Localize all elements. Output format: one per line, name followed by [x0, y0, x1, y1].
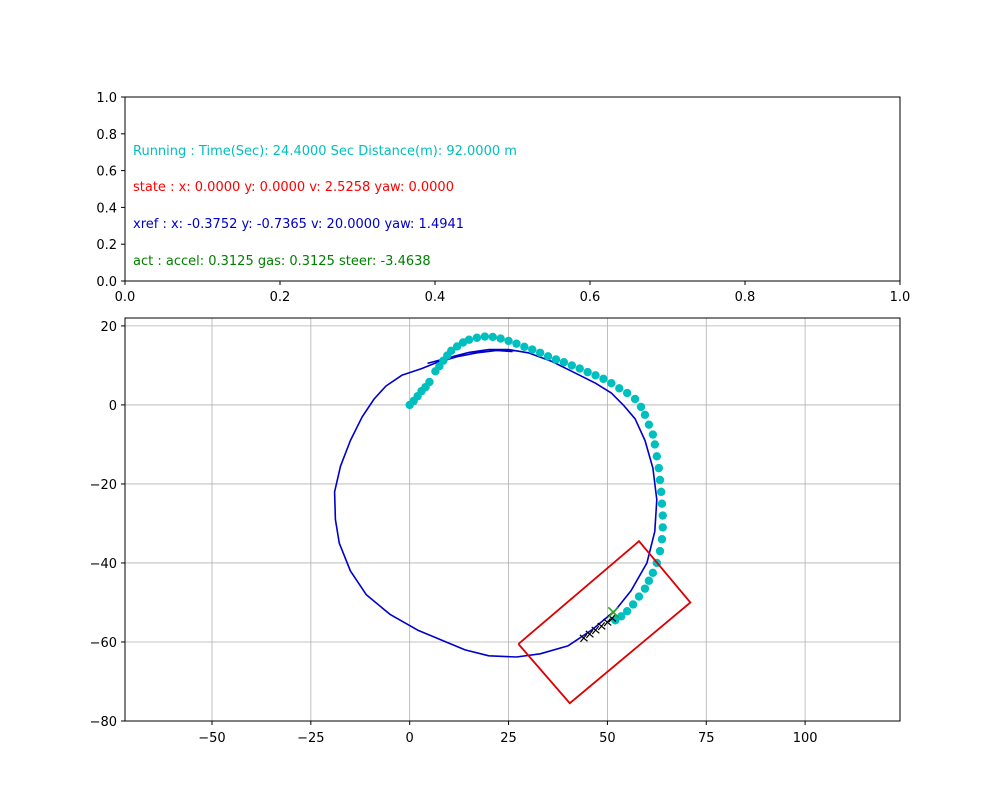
driven-trajectory-point: [617, 612, 626, 621]
status-x-tick-label: 0.2: [270, 290, 291, 305]
status-x-tick-label: 0.8: [735, 290, 756, 305]
trajectory-x-tick-label: 50: [599, 731, 616, 746]
status-y-tick-label: 0.8: [96, 128, 117, 143]
status-text-layer: Running : Time(Sec): 24.4000 Sec Distanc…: [133, 144, 517, 269]
driven-trajectory-point: [654, 463, 664, 473]
driven-trajectory-point: [652, 452, 662, 461]
trajectory-y-tick-label: 20: [100, 320, 117, 335]
driven-trajectory-point: [615, 384, 624, 393]
status-act-line: act : accel: 0.3125 gas: 0.3125 steer: -…: [133, 254, 431, 269]
driven-trajectory-point: [512, 339, 521, 348]
predicted-horizon-marker: [591, 625, 600, 635]
status-xref-line: xref : x: -0.3752 y: -0.7365 v: 20.0000 …: [133, 217, 464, 232]
driven-trajectory-point: [656, 487, 666, 497]
driven-trajectory-point: [655, 475, 665, 485]
driven-trajectory-point: [575, 364, 584, 373]
vehicle-outline: [517, 539, 692, 705]
driven-trajectory-point: [657, 535, 667, 544]
driven-trajectory-point: [636, 402, 646, 412]
driven-trajectory-point: [640, 410, 650, 419]
driven-trajectory-point: [644, 576, 654, 585]
driven-trajectory-point: [520, 342, 529, 352]
status-y-tick-label: 0.4: [96, 201, 117, 216]
driven-trajectory-point: [543, 352, 553, 361]
status-panel-frame: [124, 96, 901, 282]
status-x-tick-label: 1.0: [890, 290, 911, 305]
trajectory-series: [333, 332, 692, 705]
status-panel-background: [125, 97, 900, 281]
driven-trajectory-point: [622, 606, 632, 616]
trajectory-y-tick-label: 0: [109, 399, 117, 414]
driven-trajectory-point: [447, 346, 456, 355]
trajectory-y-tick-label: −40: [90, 557, 117, 572]
trajectory-x-tick-label: 100: [793, 731, 818, 746]
driven-trajectory-point: [567, 361, 577, 370]
status-x-tick-label: 0.6: [580, 290, 601, 305]
driven-trajectory-point: [464, 335, 474, 344]
driven-trajectory-point: [535, 348, 545, 357]
driven-trajectory-point: [559, 358, 569, 367]
status-axis-ticks: 0.0 0.2 0.4 0.6 0.8 1.0 0.0 0.2 0.4 0.6 0.8 1.0: [96, 91, 910, 305]
driven-trajectory-point: [599, 374, 608, 384]
trajectory-x-tick-label: 0: [406, 731, 414, 746]
driven-trajectory-point: [551, 355, 561, 364]
driven-trajectory-point: [452, 342, 462, 351]
driven-trajectory-point: [472, 333, 482, 342]
trajectory-panel-frame: [124, 317, 901, 722]
driven-trajectory-point: [591, 371, 600, 380]
trajectory-y-tick-label: −20: [90, 478, 117, 493]
target-point-marker: [607, 606, 619, 618]
trajectory-y-tick-label: −60: [90, 636, 117, 651]
driven-trajectory-point: [425, 377, 434, 387]
status-x-tick-label: 0.4: [425, 290, 446, 305]
driven-trajectory-point: [644, 420, 654, 429]
driven-trajectory-point: [634, 592, 644, 601]
driven-trajectory-point: [655, 546, 665, 556]
driven-trajectory-point: [640, 584, 650, 593]
driven-trajectory-point: [528, 345, 537, 354]
status-running-line: Running : Time(Sec): 24.4000 Sec Distanc…: [133, 144, 517, 159]
reference-path-line: [333, 348, 658, 658]
driven-trajectory-point: [648, 430, 658, 439]
driven-trajectory-point: [488, 332, 497, 342]
status-x-tick-label: 0.0: [115, 290, 136, 305]
driven-trajectory-point: [607, 378, 616, 388]
status-panel: Running : Time(Sec): 24.4000 Sec Distanc…: [96, 91, 910, 305]
status-y-tick-label: 0.6: [96, 165, 117, 180]
trajectory-x-tick-label: −50: [198, 731, 225, 746]
driven-trajectory-point: [622, 388, 632, 398]
status-y-tick-label: 0.2: [96, 238, 117, 253]
trajectory-y-tick-label: −80: [90, 715, 117, 730]
trajectory-x-tick-label: 75: [698, 731, 715, 746]
status-state-line: state : x: 0.0000 y: 0.0000 v: 2.5258 ya…: [133, 180, 454, 195]
driven-trajectory-point: [658, 523, 667, 532]
trajectory-axis-ticks: −50 −25 0 25 50 75 100 20 0 −20 −40 −60 −80: [90, 320, 818, 746]
predicted-horizon-marker: [579, 633, 588, 643]
driven-trajectory-point: [480, 332, 490, 341]
predicted-horizon-marker: [603, 618, 612, 627]
driven-trajectory-point: [504, 336, 513, 346]
status-y-tick-label: 0.0: [96, 275, 117, 290]
driven-trajectory-point: [628, 600, 638, 609]
trajectory-x-tick-label: 25: [500, 731, 517, 746]
status-y-tick-label: 1.0: [96, 91, 117, 106]
driven-trajectory-point: [657, 499, 667, 508]
predicted-horizon-marker: [585, 629, 594, 639]
driven-trajectory-point: [648, 568, 658, 578]
driven-trajectory-point: [496, 334, 505, 343]
trajectory-panel: −50 −25 0 25 50 75 100 20 0 −20 −40 −60 −80: [90, 317, 901, 746]
driven-trajectory-point: [583, 367, 592, 377]
driven-trajectory-point: [658, 511, 667, 520]
driven-trajectory-point: [630, 394, 640, 404]
trajectory-panel-background: [125, 318, 900, 721]
driven-trajectory-point: [650, 440, 660, 449]
trajectory-x-tick-label: −25: [297, 731, 324, 746]
predicted-horizon-marker: [597, 621, 606, 631]
